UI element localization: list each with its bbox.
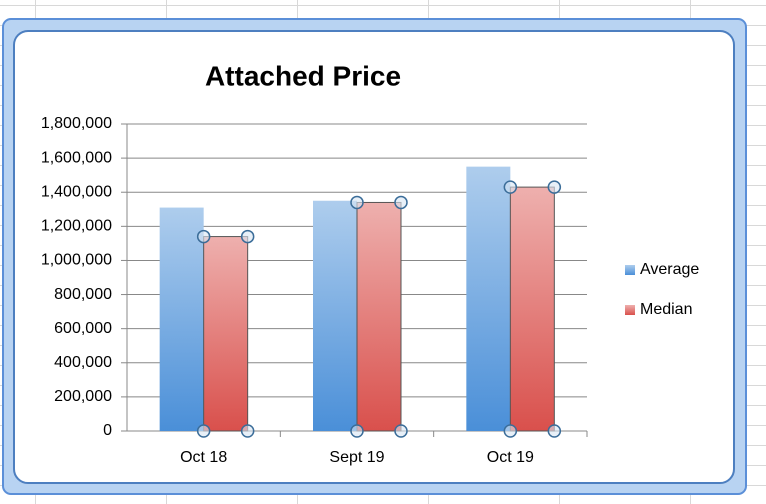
x-tick-label: Sept 19 — [329, 449, 384, 466]
selection-handle — [240, 229, 255, 244]
x-tick-label: Oct 19 — [487, 449, 534, 466]
selection-handle — [350, 195, 364, 210]
selection-handle — [196, 229, 211, 244]
selection-handle — [394, 195, 408, 210]
selection-handle — [547, 424, 562, 438]
selection-handle — [547, 180, 562, 194]
y-tick-label: 1,800,000 — [41, 115, 112, 132]
legend-swatch — [625, 265, 635, 275]
legend-label: Average — [640, 261, 699, 278]
bar — [159, 207, 204, 431]
y-tick-label: 1,000,000 — [41, 252, 112, 269]
y-tick-label: 1,600,000 — [41, 149, 112, 166]
selection-handle — [196, 424, 211, 438]
y-tick-label: 1,400,000 — [41, 183, 112, 200]
selection-handle — [503, 424, 518, 438]
legend-swatch — [625, 305, 635, 315]
y-tick-label: 400,000 — [54, 354, 112, 371]
y-tick-label: 600,000 — [54, 320, 112, 337]
y-tick-label: 800,000 — [54, 286, 112, 303]
legend-label: Median — [640, 301, 692, 318]
bar — [466, 166, 511, 431]
x-tick-label: Oct 18 — [180, 449, 227, 466]
y-tick-label: 0 — [103, 422, 112, 439]
bar — [356, 201, 402, 432]
bar — [509, 186, 555, 432]
y-tick-label: 200,000 — [54, 388, 112, 405]
chart-title: Attached Price — [205, 60, 401, 91]
selection-handle — [394, 424, 408, 438]
selection-handle — [350, 424, 364, 438]
bar — [313, 200, 357, 431]
selection-handle — [503, 180, 518, 194]
selection-handle — [240, 424, 255, 438]
bar — [203, 236, 249, 432]
y-tick-label: 1,200,000 — [41, 218, 112, 235]
